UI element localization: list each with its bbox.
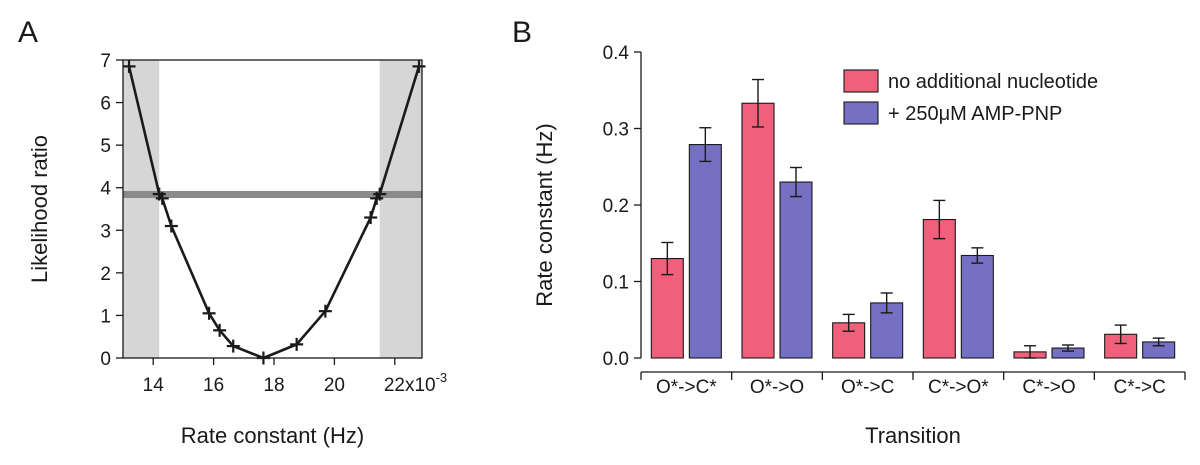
data-point-13 bbox=[412, 59, 426, 73]
y-axis-b: 0.0 0.1 0.2 0.3 0.4 bbox=[603, 43, 642, 370]
data-point-12 bbox=[373, 187, 387, 201]
category-label-3: C*->O* bbox=[928, 377, 989, 398]
error-bar-5-0 bbox=[1114, 324, 1127, 345]
x-scale-exponent: -3 bbox=[436, 370, 448, 385]
error-bars bbox=[661, 78, 1165, 359]
bar-3-0 bbox=[922, 218, 956, 359]
category-label-4: C*->O bbox=[1022, 377, 1075, 398]
data-point-9 bbox=[318, 304, 332, 318]
panel-label-b: B bbox=[512, 16, 532, 49]
data-point-8 bbox=[290, 337, 304, 351]
legend-swatch-no-nucleotide bbox=[843, 69, 879, 93]
data-point-3 bbox=[164, 219, 178, 233]
bars bbox=[650, 102, 1176, 359]
category-label-0: O*->C* bbox=[656, 377, 717, 398]
data-point-6 bbox=[226, 339, 240, 353]
y-tick-label-a-3: 3 bbox=[100, 221, 111, 242]
x-axis-a: 14 16 18 20 bbox=[143, 358, 396, 396]
x-scale-label: 22x10-3 bbox=[384, 370, 447, 396]
error-bar-4-0 bbox=[1024, 345, 1036, 359]
data-point-2 bbox=[155, 191, 169, 205]
bar-3-1 bbox=[960, 254, 994, 359]
error-bar-0-1 bbox=[699, 127, 712, 163]
shaded-region-0 bbox=[123, 60, 160, 358]
category-label-5: C*->C bbox=[1114, 377, 1166, 398]
data-point-5 bbox=[213, 323, 227, 337]
data-point-4 bbox=[202, 306, 216, 320]
x-axis-title-a: Rate constant (Hz) bbox=[181, 423, 364, 448]
x-tick-label-a-1: 16 bbox=[203, 375, 224, 396]
y-tick-label-a-4: 4 bbox=[100, 179, 111, 200]
error-bar-1-0 bbox=[752, 78, 764, 128]
y-tick-label-a-5: 5 bbox=[100, 136, 111, 157]
category-label-1: O*->O bbox=[750, 377, 804, 398]
plot-frame-a bbox=[122, 59, 423, 359]
y-tick-label-b-1: 0.1 bbox=[603, 273, 629, 294]
x-scale-note: x10 bbox=[405, 375, 436, 396]
y-tick-label-a-0: 0 bbox=[100, 349, 111, 370]
y-axis-title-a: Likelihood ratio bbox=[27, 135, 52, 283]
panel-label-a: A bbox=[18, 16, 38, 49]
y-tick-label-b-3: 0.3 bbox=[603, 120, 629, 141]
y-axis-title-b: Rate constant (Hz) bbox=[532, 123, 557, 306]
x-tick-label-a-2: 18 bbox=[263, 375, 284, 396]
error-bar-2-0 bbox=[842, 313, 855, 332]
error-bar-3-1 bbox=[971, 247, 984, 264]
error-bar-1-1 bbox=[790, 166, 802, 198]
data-point-0 bbox=[122, 59, 136, 73]
likelihood-curve bbox=[127, 66, 421, 360]
legend-label-no-nucleotide: no additional nucleotide bbox=[888, 71, 1098, 93]
error-bar-5-1 bbox=[1152, 337, 1165, 347]
bar-1-1 bbox=[779, 181, 813, 359]
x-scale-tick: 22 bbox=[384, 375, 405, 396]
x-tick-label-a-3: 20 bbox=[324, 375, 345, 396]
data-points bbox=[122, 59, 426, 365]
legend: no additional nucleotide + 250μM AMP-PNP bbox=[843, 69, 1098, 125]
error-bar-2-1 bbox=[880, 292, 893, 314]
x-axis-b: O*->C* O*->O O*->C C*->O* C*->O C*->C bbox=[640, 371, 1186, 398]
y-tick-label-b-4: 0.4 bbox=[603, 43, 630, 64]
shaded-regions bbox=[123, 60, 422, 358]
panel-b: B 0.0 0.1 0.2 0.3 0.4 O*->C* O*->O O*->C C*->O*… bbox=[512, 16, 1186, 448]
y-tick-label-b-2: 0.2 bbox=[603, 196, 629, 217]
data-point-10 bbox=[364, 211, 378, 225]
y-axis-a: 0 1 2 3 4 5 6 7 bbox=[100, 51, 123, 370]
legend-swatch-amp-pnp bbox=[843, 101, 879, 125]
bar-1-0 bbox=[741, 102, 775, 359]
y-tick-label-a-6: 6 bbox=[100, 94, 111, 115]
error-bar-3-0 bbox=[933, 199, 946, 240]
x-tick-label-a-0: 14 bbox=[143, 375, 165, 396]
y-tick-label-a-7: 7 bbox=[100, 51, 111, 72]
x-axis-title-b: Transition bbox=[865, 423, 961, 448]
error-bar-4-1 bbox=[1062, 344, 1074, 352]
panel-a: A 0 1 2 3 4 5 6 7 14 16 18 20 22x10-3 Rate constan… bbox=[18, 16, 447, 448]
category-label-2: O*->C bbox=[841, 377, 894, 398]
shaded-region-1 bbox=[379, 60, 422, 358]
error-bar-0-0 bbox=[661, 241, 674, 276]
legend-label-amp-pnp: + 250μM AMP-PNP bbox=[888, 103, 1062, 125]
y-tick-label-a-1: 1 bbox=[100, 306, 111, 327]
y-tick-label-b-0: 0.0 bbox=[603, 349, 629, 370]
bar-0-1 bbox=[688, 144, 722, 359]
y-tick-label-a-2: 2 bbox=[100, 264, 111, 285]
